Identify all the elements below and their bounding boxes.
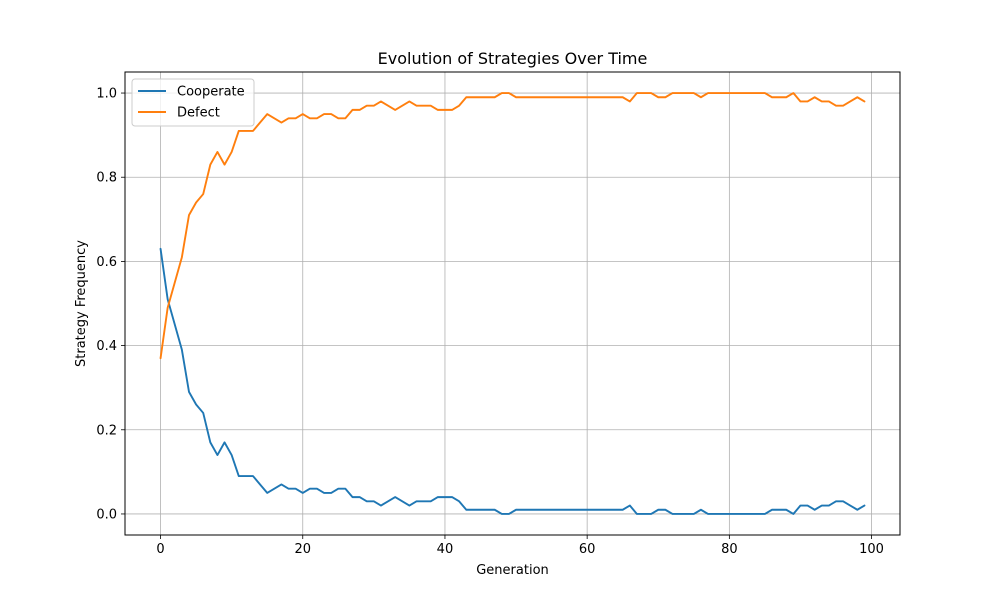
axis-ticks: 0 20 40 60 80 100 0.0 0.2 0.4 0.6 0.8 1.0 (96, 87, 884, 557)
y-axis-label: Strategy Frequency (74, 240, 89, 367)
legend: Cooperate Defect (131, 78, 255, 127)
x-tick-label: 20 (294, 542, 311, 557)
y-tick-label: 0.4 (96, 339, 117, 354)
y-tick-label: 0.8 (96, 171, 117, 186)
legend-label-defect: Defect (177, 106, 220, 121)
x-tick-label: 40 (437, 542, 454, 557)
x-tick-label: 100 (859, 542, 884, 557)
chart-title: Evolution of Strategies Over Time (378, 49, 648, 68)
y-tick-label: 0.6 (96, 255, 117, 270)
x-axis-label: Generation (476, 563, 549, 578)
grid (125, 72, 900, 535)
series-line-defect (159, 92, 866, 360)
y-tick-label: 0.2 (96, 423, 117, 438)
series-line-cooperate (159, 247, 866, 515)
x-tick-label: 60 (579, 542, 596, 557)
legend-label-cooperate: Cooperate (177, 85, 245, 100)
x-tick-label: 80 (721, 542, 738, 557)
y-tick-label: 0.0 (96, 507, 117, 522)
plot-frame (124, 71, 901, 536)
series-layer (159, 92, 866, 515)
x-tick-label: 0 (156, 542, 164, 557)
y-tick-label: 1.0 (96, 87, 117, 102)
